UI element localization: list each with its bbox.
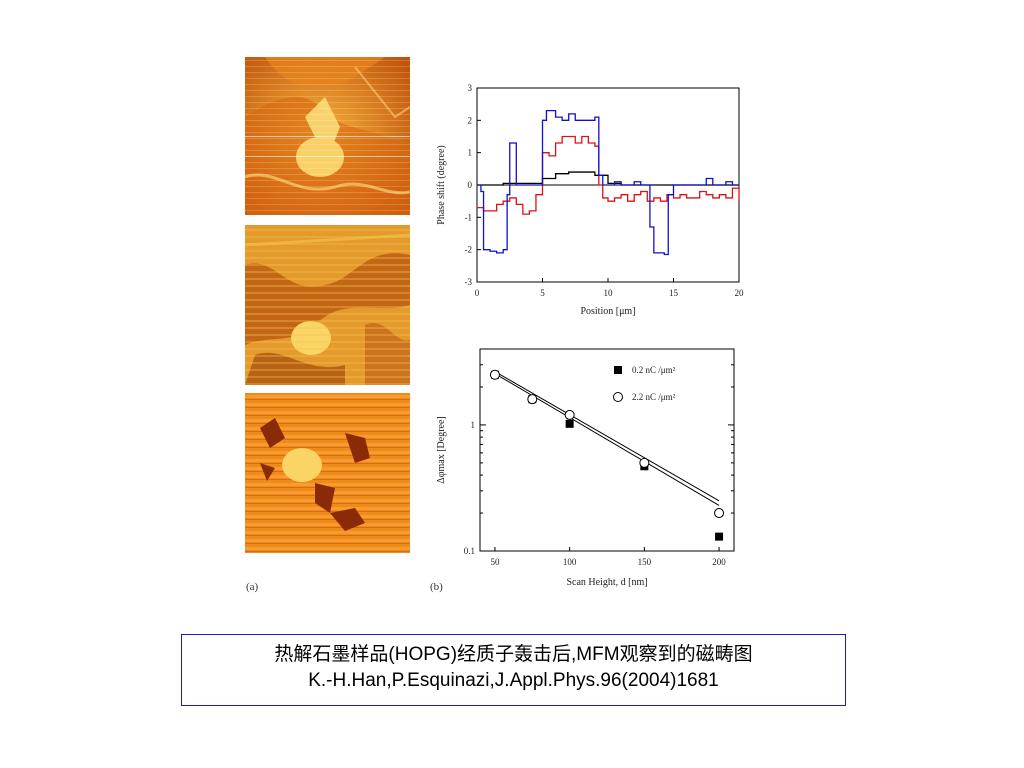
y-tick-label: 0.1 (464, 546, 475, 556)
legend-label-0: 0.2 nC /μm² (632, 365, 676, 375)
x-tick-label: 150 (638, 557, 652, 567)
x-tick-label: 5 (540, 288, 545, 298)
fit-line-0 (494, 373, 720, 506)
x-tick-label: 20 (735, 288, 745, 298)
legend-marker-open (613, 392, 623, 402)
x-tick-label: 50 (490, 557, 500, 567)
mfm-image-middle (245, 225, 410, 385)
caption-line-1: 热解石墨样品(HOPG)经质子轰击后,MFM观察到的磁畴图 (274, 644, 753, 665)
data-point-open (489, 369, 500, 380)
fit-line-1 (494, 371, 720, 502)
y-tick-label: 1 (468, 148, 473, 158)
x-tick-label: 10 (604, 288, 614, 298)
mfm-image-top (245, 57, 410, 215)
y-axis-label: Phase shift (degree) (436, 145, 447, 224)
data-point-open (564, 409, 575, 420)
x-tick-label: 100 (563, 557, 577, 567)
panel-label-a: (a) (246, 581, 259, 593)
data-point-open (714, 508, 725, 519)
y-tick-label: 1 (471, 420, 476, 430)
x-axis-label: Position [μm] (580, 306, 635, 317)
y-tick-label: 3 (468, 83, 473, 93)
phase-shift-chart: 0 5 10 15 20 -3 -2 -1 0 1 2 3 Position [μm] Phase shi… (436, 83, 745, 317)
series-line-2 (477, 109, 739, 256)
y-tick-label: -3 (465, 277, 473, 287)
data-point-open (639, 457, 650, 468)
plot-frame (479, 348, 735, 552)
panel-label-b: (b) (430, 581, 443, 593)
data-point-filled (715, 532, 724, 541)
x-tick-label: 15 (669, 288, 679, 298)
series-line-1 (477, 135, 740, 215)
caption-line-2: K.-H.Han,P.Esquinazi,J.Appl.Phys.96(2004… (308, 670, 719, 691)
legend-label-1: 2.2 nC /μm² (632, 392, 676, 402)
y-tick-label: -2 (465, 245, 473, 255)
legend-marker-filled (614, 366, 622, 374)
x-tick-label: 200 (712, 557, 726, 567)
figure-caption: 热解石墨样品(HOPG)经质子轰击后,MFM观察到的磁畴图 K.-H.Han,P… (181, 634, 846, 706)
data-point-filled (565, 419, 574, 428)
x-axis-label: Scan Height, d [nm] (566, 577, 647, 588)
y-tick-label: 0 (468, 180, 473, 190)
scan-height-chart: 50 100 150 200 0.1 1 Scan Height, d [nm] Δφmax … (436, 348, 735, 588)
y-tick-label: 2 (468, 115, 473, 125)
y-axis-label: Δφmax [Degree] (436, 416, 447, 483)
x-tick-label: 0 (475, 288, 480, 298)
mfm-image-bottom (245, 393, 410, 553)
y-tick-label: -1 (465, 212, 473, 222)
data-point-open (527, 394, 538, 405)
